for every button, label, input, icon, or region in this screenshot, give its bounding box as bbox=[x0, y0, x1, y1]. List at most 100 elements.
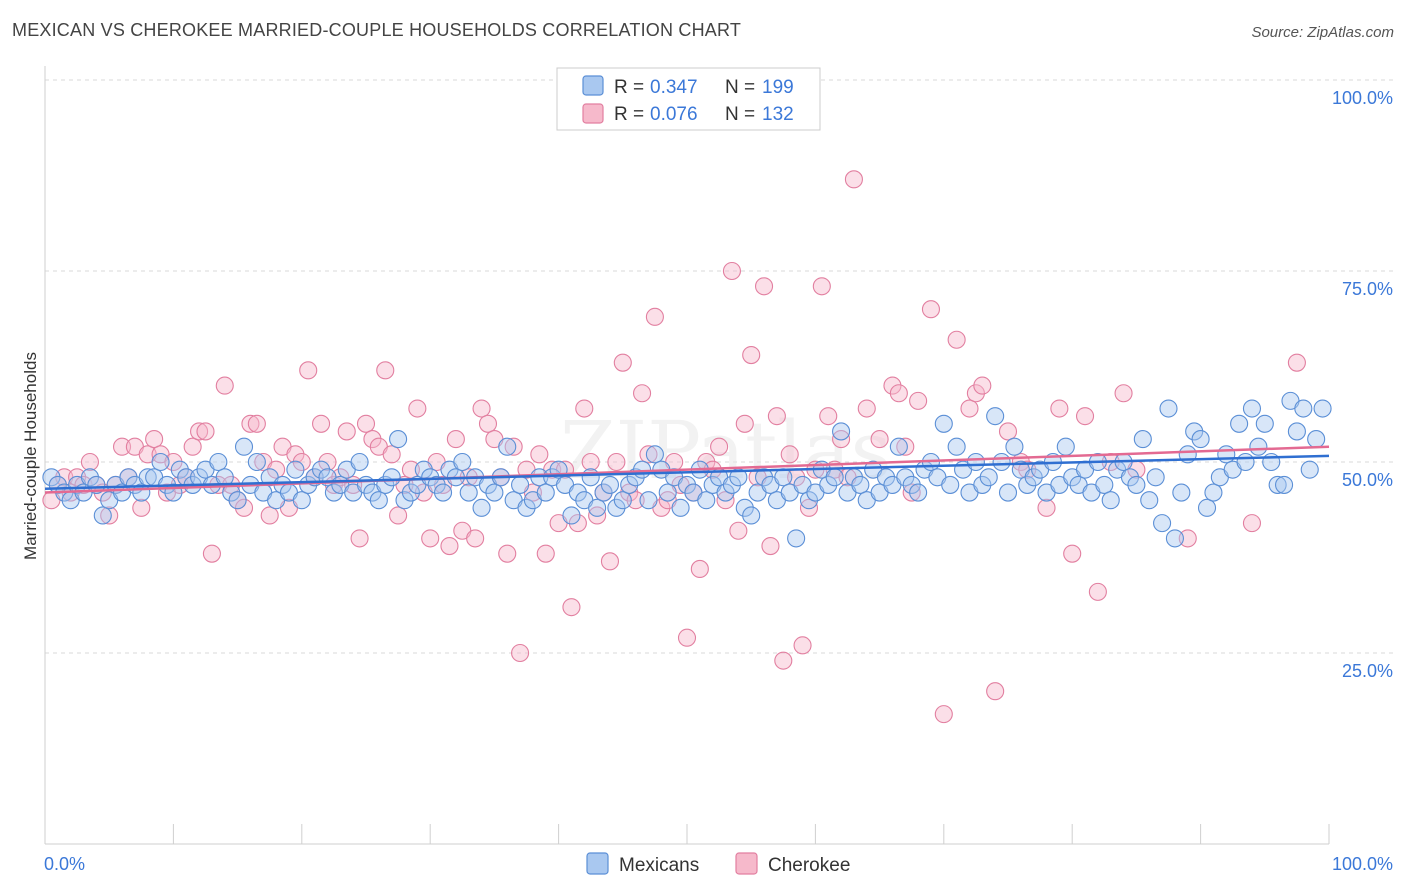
y-tick-labels: 25.0% 50.0% 75.0% 100.0% bbox=[1332, 88, 1393, 681]
cherokee-point bbox=[735, 414, 754, 433]
bottom-legend-swatch-blue bbox=[586, 852, 609, 875]
cherokee-point bbox=[536, 544, 555, 563]
y-axis-label: Married-couple Households bbox=[21, 352, 40, 560]
mexicans-point bbox=[562, 506, 581, 525]
cherokee-points bbox=[42, 170, 1306, 724]
bottom-legend-label-cherokee: Cherokee bbox=[768, 855, 850, 876]
cherokee-point bbox=[633, 384, 652, 403]
mexicans-point bbox=[1018, 475, 1037, 494]
cherokee-point bbox=[934, 705, 953, 724]
cherokee-point bbox=[799, 498, 819, 517]
cherokee-point bbox=[902, 483, 921, 502]
cherokee-point bbox=[183, 437, 202, 456]
mexicans-point bbox=[966, 452, 985, 472]
cherokee-point bbox=[1063, 544, 1082, 563]
cherokee-point bbox=[260, 506, 279, 525]
legend-r-label: R = bbox=[614, 77, 644, 98]
grid-lines bbox=[45, 79, 1395, 654]
legend-r-value: 0.347 bbox=[650, 77, 698, 98]
legend-n-value: 199 bbox=[762, 77, 794, 98]
cherokee-point bbox=[588, 506, 607, 525]
cherokee-point bbox=[376, 361, 395, 380]
cherokee-point bbox=[80, 452, 99, 472]
mexicans-point bbox=[588, 498, 607, 517]
mexicans-point bbox=[209, 452, 228, 472]
mexicans-point bbox=[973, 475, 992, 494]
top-legend: R = 0.347 N = 199 R = 0.076 N = 132 bbox=[556, 67, 821, 131]
mexicans-point bbox=[312, 460, 331, 479]
cherokee-point bbox=[466, 529, 485, 548]
mexicans-point bbox=[93, 506, 112, 525]
cherokee-point bbox=[363, 430, 382, 449]
mexicans-point bbox=[1127, 475, 1146, 494]
cherokee-point bbox=[247, 414, 266, 433]
cherokee-point bbox=[504, 437, 523, 456]
mexicans-point bbox=[1191, 430, 1210, 449]
mexicans-point bbox=[1185, 422, 1204, 441]
x-tick-labels: 0.0% 100.0% bbox=[44, 854, 1393, 874]
cherokee-point bbox=[530, 445, 549, 464]
mexicans-point bbox=[1146, 468, 1165, 487]
mexicans-point bbox=[87, 475, 106, 494]
mexicans-point bbox=[1294, 399, 1313, 418]
mexicans-point bbox=[1140, 491, 1159, 510]
mexicans-point bbox=[992, 452, 1011, 472]
legend-n-label: N = bbox=[725, 104, 755, 125]
mexicans-point bbox=[1197, 498, 1217, 517]
mexicans-point bbox=[1217, 445, 1236, 464]
mexicans-point bbox=[799, 491, 819, 510]
mexicans-point bbox=[568, 483, 587, 502]
legend-r-value: 0.076 bbox=[650, 104, 698, 125]
cherokee-point bbox=[909, 391, 928, 410]
cherokee-point bbox=[112, 437, 132, 456]
cherokee-point bbox=[896, 437, 915, 456]
cherokee-point bbox=[761, 536, 780, 556]
cherokee-point bbox=[356, 414, 376, 433]
mexicans-point bbox=[485, 483, 504, 502]
mexicans-point bbox=[613, 491, 632, 510]
source-label: Source: ZipAtlas.com bbox=[1251, 24, 1394, 41]
cherokee-point bbox=[241, 414, 260, 433]
cherokee-point bbox=[68, 468, 87, 487]
cherokee-point bbox=[710, 437, 729, 456]
cherokee-point bbox=[440, 536, 459, 556]
mexicans-point bbox=[832, 422, 851, 441]
cherokee-point bbox=[1075, 407, 1095, 426]
cherokee-point bbox=[568, 514, 587, 533]
mexicans-trend-line bbox=[44, 454, 1330, 490]
cherokee-point bbox=[697, 452, 716, 472]
cherokee-point bbox=[164, 452, 183, 472]
cherokee-point bbox=[620, 483, 639, 502]
mexicans-point bbox=[639, 491, 658, 510]
y-tick-label: 75.0% bbox=[1342, 279, 1393, 299]
mexicans-point bbox=[633, 460, 652, 479]
cherokee-point bbox=[382, 445, 401, 464]
cherokee-point bbox=[1037, 498, 1056, 517]
mexicans-point bbox=[395, 491, 414, 510]
mexicans-point bbox=[234, 437, 254, 456]
cherokee-point bbox=[889, 384, 908, 403]
x-tick-label: 100.0% bbox=[1332, 854, 1393, 874]
trend-lines bbox=[44, 445, 1330, 494]
mexicans-point bbox=[427, 475, 446, 494]
cherokee-point bbox=[870, 430, 889, 449]
cherokee-point bbox=[190, 422, 209, 441]
mexicans-point bbox=[1172, 483, 1191, 502]
mexicans-point bbox=[247, 452, 266, 472]
cherokee-point bbox=[973, 376, 992, 395]
cherokee-point bbox=[581, 452, 600, 472]
mexicans-point bbox=[292, 491, 311, 510]
mexicans-point bbox=[607, 498, 626, 517]
mexicans-point bbox=[754, 468, 774, 487]
mexicans-point bbox=[1204, 483, 1223, 502]
mexicans-point bbox=[1255, 414, 1274, 433]
cherokee-point bbox=[793, 636, 812, 655]
mexicans-point bbox=[819, 475, 838, 494]
mexicans-point bbox=[998, 483, 1018, 502]
mexicans-point bbox=[401, 483, 420, 502]
mexicans-point bbox=[1300, 460, 1319, 479]
mexicans-point bbox=[151, 452, 170, 472]
cherokee-point bbox=[626, 491, 645, 510]
cherokee-point bbox=[767, 407, 786, 426]
cherokee-point bbox=[607, 452, 626, 472]
